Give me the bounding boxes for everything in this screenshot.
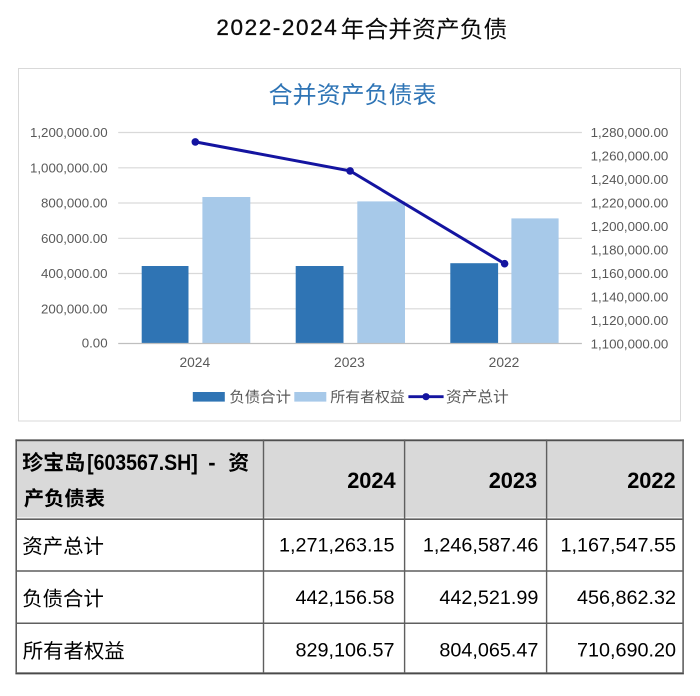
svg-text:1,280,000.00: 1,280,000.00 [591, 125, 669, 140]
svg-text:1,240,000.00: 1,240,000.00 [591, 172, 669, 187]
svg-text:2024: 2024 [347, 468, 396, 493]
svg-text:1,167,547.55: 1,167,547.55 [560, 535, 676, 557]
svg-text:1,246,587.46: 1,246,587.46 [423, 535, 539, 557]
svg-text:400,000.00: 400,000.00 [41, 266, 108, 281]
svg-text:[603567.SH]: [603567.SH] [87, 450, 198, 475]
svg-text:1,000,000.00: 1,000,000.00 [30, 160, 108, 175]
svg-text:1,200,000.00: 1,200,000.00 [30, 125, 108, 140]
svg-text:442,156.58: 442,156.58 [295, 587, 394, 609]
svg-text:-: - [208, 450, 215, 475]
svg-text:2022-2024: 2022-2024 [216, 15, 338, 40]
svg-text:1,180,000.00: 1,180,000.00 [591, 243, 669, 258]
svg-text:1,200,000.00: 1,200,000.00 [591, 219, 669, 234]
svg-text:710,690.20: 710,690.20 [577, 639, 676, 661]
svg-text:1,120,000.00: 1,120,000.00 [591, 313, 669, 328]
svg-text:1,140,000.00: 1,140,000.00 [591, 290, 669, 305]
svg-text:829,106.57: 829,106.57 [295, 639, 394, 661]
svg-text:2022: 2022 [627, 468, 676, 493]
svg-text:0.00: 0.00 [82, 336, 108, 351]
svg-text:2023: 2023 [334, 355, 365, 370]
svg-text:804,065.47: 804,065.47 [439, 639, 538, 661]
svg-text:442,521.99: 442,521.99 [439, 587, 538, 609]
svg-text:456,862.32: 456,862.32 [577, 587, 676, 609]
svg-text:2024: 2024 [179, 355, 210, 370]
svg-text:2023: 2023 [489, 468, 538, 493]
svg-text:600,000.00: 600,000.00 [41, 231, 108, 246]
svg-text:800,000.00: 800,000.00 [41, 196, 108, 211]
svg-text:1,160,000.00: 1,160,000.00 [591, 266, 669, 281]
svg-text:2022: 2022 [489, 355, 520, 370]
svg-text:1,220,000.00: 1,220,000.00 [591, 196, 669, 211]
svg-text:1,271,263.15: 1,271,263.15 [279, 535, 395, 557]
svg-text:200,000.00: 200,000.00 [41, 301, 108, 316]
svg-text:1,100,000.00: 1,100,000.00 [591, 337, 669, 352]
svg-text:1,260,000.00: 1,260,000.00 [591, 149, 669, 164]
